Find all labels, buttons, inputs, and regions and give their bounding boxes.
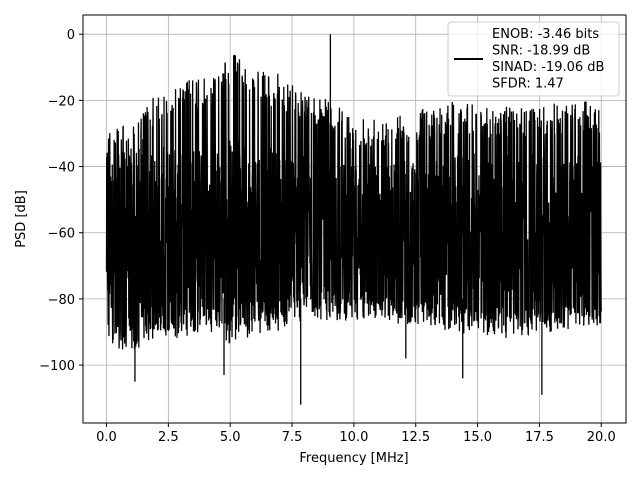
- x-axis-label: Frequency [MHz]: [299, 451, 408, 466]
- x-tick-label: 12.5: [401, 430, 430, 445]
- x-tick-label: 2.5: [158, 430, 179, 445]
- x-tick-label: 7.5: [282, 430, 303, 445]
- series-layer: [105, 34, 602, 405]
- y-ticks: 0 −20 −40 −60 −80 −100: [39, 28, 83, 374]
- plot-area-frame: [82, 14, 627, 424]
- x-tick-label: 20.0: [587, 430, 616, 445]
- psd-series-line: [105, 34, 602, 405]
- y-tick-label: −40: [48, 161, 75, 176]
- legend-entry-label: ENOB: -3.46 bits SNR: -18.99 dB SINAD: -19…: [492, 27, 604, 92]
- legend-box: [447, 21, 620, 97]
- y-tick-label: −80: [48, 293, 75, 308]
- x-ticks: 0.0 2.5 5.0 7.5 10.0 12.5 15.0 17.5 20.0: [96, 423, 616, 445]
- y-axis-label: PSD [dB]: [14, 190, 29, 248]
- x-tick-label: 5.0: [220, 430, 241, 445]
- y-tick-label: 0: [67, 28, 75, 43]
- y-tick-label: −60: [48, 227, 75, 242]
- y-tick-label: −20: [48, 94, 75, 109]
- x-tick-label: 10.0: [339, 430, 368, 445]
- x-tick-label: 15.0: [463, 430, 492, 445]
- y-tick-label: −100: [39, 359, 75, 374]
- x-tick-label: 0.0: [96, 430, 117, 445]
- legend: ENOB: -3.46 bits SNR: -18.99 dB SINAD: -19…: [447, 21, 620, 97]
- x-tick-label: 17.5: [525, 430, 554, 445]
